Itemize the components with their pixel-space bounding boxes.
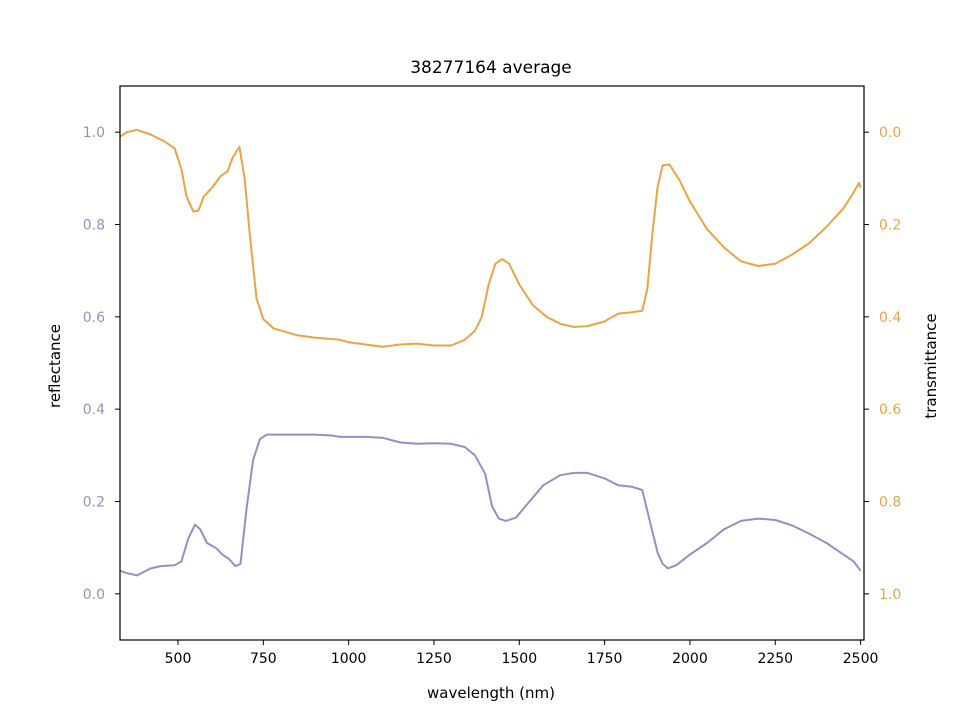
- x-tick-label: 2250: [757, 651, 793, 667]
- x-tick-label: 500: [165, 651, 192, 667]
- y-left-tick-label: 0.6: [83, 310, 105, 326]
- y-left-tick-label: 0.4: [83, 402, 105, 418]
- y-left-tick-label: 1.0: [83, 125, 105, 141]
- y-axis-label-left: reflectance: [46, 324, 64, 408]
- y-left-tick-label: 0.8: [83, 218, 105, 234]
- x-tick-label: 2500: [843, 651, 879, 667]
- x-tick-label: 1250: [416, 651, 452, 667]
- x-tick-label: 750: [250, 651, 277, 667]
- y-left-tick-label: 0.0: [83, 587, 105, 603]
- y-axis-left: 0.0 0.2 0.4 0.6 0.8 1.0: [83, 125, 120, 603]
- y-left-tick-label: 0.2: [83, 495, 105, 511]
- y-right-tick-label: 0.4: [879, 310, 901, 326]
- y-right-tick-label: 0.2: [879, 218, 901, 234]
- chart-title: 38277164 average: [410, 58, 572, 78]
- reflectance-line: [119, 433, 862, 577]
- x-axis: 500 750 1000 1250 1500 1750 2000 2250 2500: [165, 640, 879, 667]
- y-right-tick-label: 1.0: [879, 587, 901, 603]
- transmittance-line: [119, 128, 862, 348]
- x-tick-label: 1750: [587, 651, 623, 667]
- x-tick-label: 1500: [501, 651, 537, 667]
- y-right-tick-label: 0.8: [879, 495, 901, 511]
- y-right-tick-label: 0.6: [879, 402, 901, 418]
- x-tick-label: 2000: [672, 651, 708, 667]
- plot-frame: [119, 85, 865, 641]
- series-layer: [119, 128, 862, 577]
- y-axis-right: 0.0 0.2 0.4 0.6 0.8 1.0: [864, 125, 901, 603]
- y-axis-label-right: transmittance: [922, 313, 940, 418]
- y-right-tick-label: 0.0: [879, 125, 901, 141]
- x-axis-label: wavelength (nm): [427, 684, 555, 702]
- x-tick-label: 1000: [331, 651, 367, 667]
